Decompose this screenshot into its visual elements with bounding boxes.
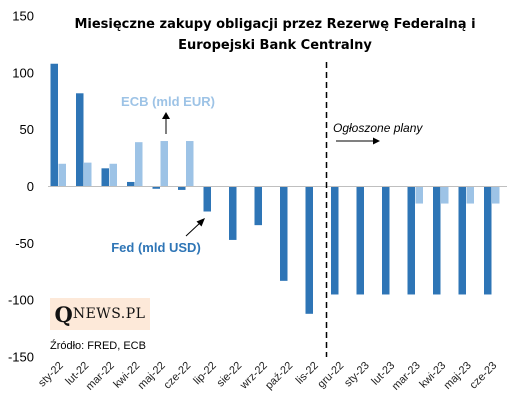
y-tick-label: 50 [20,122,34,137]
x-axis-ticks: sty-22lut-22mar-22kwi-22maj-22cze-22lip-… [36,360,499,393]
x-tick-label: mar-22 [84,360,117,393]
y-tick-label: 0 [27,179,34,194]
x-tick-label: cze-22 [162,360,194,392]
fed-bar [76,93,84,187]
fed-bar [50,63,58,187]
ecb-label-arrow [162,112,170,134]
fed-bar [178,186,186,190]
bars [50,63,500,314]
fed-bar [101,168,109,187]
ecb-bar [415,186,423,204]
ecb-bar [84,162,92,187]
ecb-bar [441,186,449,204]
x-tick-label: maj-23 [442,360,474,392]
x-tick-label: lip-22 [191,360,219,388]
annotation-arrow [336,137,380,145]
x-tick-label: gru-22 [315,360,346,391]
x-tick-label: wrz-22 [237,360,270,393]
fed-bar [203,186,211,212]
fed-bar [331,186,339,295]
y-tick-label: -100 [8,293,34,308]
annotation-text: Ogłoszone plany [333,121,423,135]
ecb-bar [135,142,143,187]
ecb-bar [160,141,168,187]
y-tick-label: 100 [12,65,34,80]
x-tick-label: maj-22 [136,360,168,392]
fed-bar [280,186,288,281]
fed-bar [254,186,262,226]
qnews-logo: Q NEWS.PL [50,298,150,330]
chart-title-line-2: Europejski Bank Centralny [178,38,372,53]
fed-bar [458,186,466,295]
fed-label-arrow [185,218,205,237]
fed-bar [152,186,160,189]
fed-series-label: Fed (mld USD) [111,240,201,255]
fed-bar [356,186,364,295]
x-tick-label: cze-23 [468,360,500,392]
ecb-series-label: ECB (mld EUR) [121,94,215,109]
fed-bar [433,186,441,295]
ecb-bar [466,186,474,204]
fed-bar [407,186,415,295]
x-tick-label: paź-22 [263,360,295,392]
ecb-bar [186,141,194,187]
y-tick-label: 150 [12,9,34,24]
y-tick-label: -50 [15,236,34,251]
fed-bar [382,186,390,295]
fed-bar [305,186,313,314]
fed-bar [127,181,135,187]
x-tick-label: mar-23 [390,360,423,393]
ecb-bar [492,186,500,204]
ecb-bar [109,163,117,187]
fed-bar [229,186,237,240]
fed-bar [484,186,492,295]
y-tick-label: -150 [8,350,34,365]
y-axis-ticks: 150 100 50 0 -50 -100 -150 [8,9,34,365]
ecb-bar [58,163,66,187]
x-tick-label: sty-23 [342,360,372,390]
x-tick-label: sty-22 [36,360,66,390]
chart-title-line-1: Miesięczne zakupy obligacji przez Rezerw… [74,17,475,32]
source-note: Źródło: FRED, ECB [50,340,146,352]
